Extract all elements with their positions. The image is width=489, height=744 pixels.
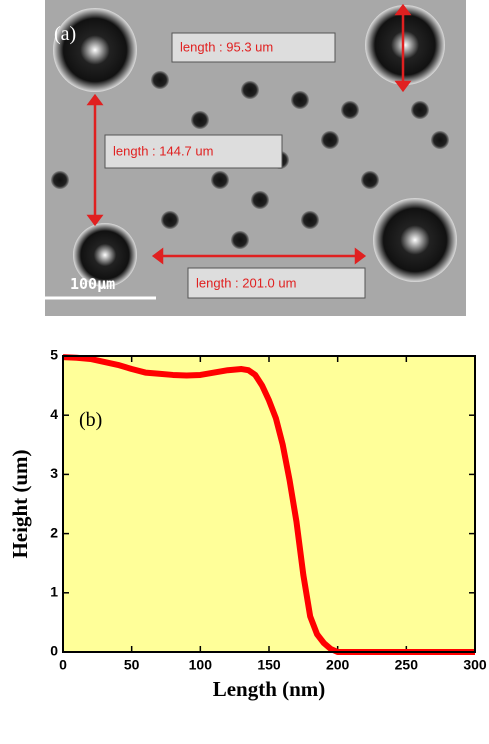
y-tick-label: 2 [50,524,58,540]
y-tick-label: 4 [50,406,58,422]
measurement: length : 201.0 um [196,275,296,290]
y-tick-label: 1 [50,584,58,600]
y-tick-label: 3 [50,465,58,481]
x-tick-label: 250 [395,657,419,673]
y-axis-title: Height (um) [8,449,32,558]
x-tick-label: 200 [326,657,350,673]
x-axis-title: Length (nm) [213,677,326,701]
data-line [62,354,475,655]
panel-label: (b) [79,409,102,431]
particles [51,5,457,287]
x-tick-label: 150 [257,657,281,673]
measure-arrows [86,3,412,265]
x-tick-label: 100 [189,657,213,673]
y-tick-label: 5 [50,347,58,363]
panel-label: (a) [54,23,76,45]
x-tick-label: 300 [463,657,487,673]
micrograph: (a) length : 95.3 um length : 144.7 um l… [45,0,466,316]
measurement: length : 144.7 um [113,143,213,158]
chart: 0 50 100 150 200 250 300 0 1 2 3 4 5 (b) Length (nm) He… [8,347,487,701]
measure-labels: length : 95.3 um length : 144.7 um lengt… [104,32,366,299]
plot-frame [62,355,476,653]
scale-bar-label: 100μm [70,275,115,293]
y-tick-label: 0 [50,643,58,659]
x-tick-label: 50 [124,657,140,673]
x-tick-label: 0 [59,657,67,673]
measurement: length : 95.3 um [180,39,273,54]
